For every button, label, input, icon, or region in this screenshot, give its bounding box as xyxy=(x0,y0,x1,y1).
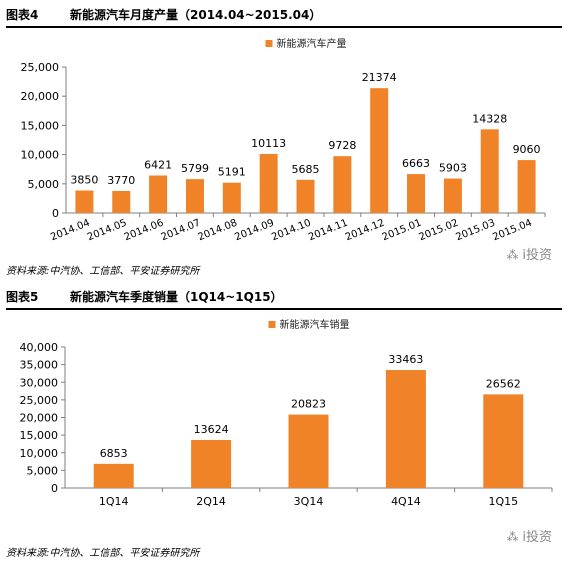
data-label: 6853 xyxy=(100,447,128,460)
y-tick-label: 25,000 xyxy=(20,394,59,407)
x-tick-label: 1Q15 xyxy=(488,495,518,508)
legend-swatch xyxy=(265,40,273,47)
x-tick-label: 2Q14 xyxy=(196,495,226,508)
x-tick-label: 3Q14 xyxy=(294,495,324,508)
x-tick-label: 2014.12 xyxy=(344,218,386,244)
x-tick-label: 2015.03 xyxy=(454,218,496,244)
x-tick-label: 2014.09 xyxy=(233,218,275,244)
x-tick-label: 1Q14 xyxy=(99,495,129,508)
data-label: 6421 xyxy=(144,159,172,172)
x-tick-label: 2014.05 xyxy=(86,218,128,244)
bar xyxy=(407,174,426,213)
x-tick-label: 2014.04 xyxy=(49,218,91,244)
y-tick-label: 15,000 xyxy=(21,119,60,132)
bar xyxy=(149,175,168,213)
watermark-text: i投资 xyxy=(522,530,552,545)
data-label: 33463 xyxy=(388,353,423,366)
x-tick-label: 2014.10 xyxy=(270,218,312,244)
x-tick-label: 2015.02 xyxy=(418,218,460,244)
watermark: ⁂ i投资 xyxy=(506,244,552,263)
data-label: 13624 xyxy=(194,423,229,436)
data-label: 5685 xyxy=(292,163,320,176)
x-tick-label: 2014.07 xyxy=(160,218,202,244)
bar xyxy=(93,463,134,488)
y-tick-label: 0 xyxy=(52,207,59,220)
watermark: ⁂ i投资 xyxy=(506,526,552,545)
y-tick-label: 40,000 xyxy=(20,341,59,354)
x-tick-label: 2015.04 xyxy=(491,218,533,244)
y-tick-label: 20,000 xyxy=(20,412,59,425)
data-label: 5799 xyxy=(181,162,209,175)
y-tick-label: 20,000 xyxy=(21,90,60,103)
chart-panel-quarterly: 图表5 新能源汽车季度销量（1Q14~1Q15） 新能源汽车销量 0 5,000 10… xyxy=(0,282,568,564)
bar xyxy=(112,190,131,213)
x-tick-label: 2015.01 xyxy=(381,218,423,244)
bar xyxy=(370,88,389,213)
bar xyxy=(333,156,352,213)
bar xyxy=(259,153,278,213)
y-tick-label: 25,000 xyxy=(21,61,60,74)
data-label: 10113 xyxy=(251,137,286,150)
bar xyxy=(296,179,315,213)
y-tick-label: 15,000 xyxy=(20,429,59,442)
data-label: 5191 xyxy=(218,166,246,179)
quarterly-sales-chart: 新能源汽车销量 0 5,000 10,000 15,000 20,000 25,000 30,… xyxy=(20,318,553,508)
x-tick-label: 2014.11 xyxy=(307,218,349,244)
bar xyxy=(483,394,524,488)
data-label: 5903 xyxy=(439,162,467,175)
y-tick-label: 5,000 xyxy=(27,464,59,477)
bar xyxy=(75,190,94,213)
bar xyxy=(385,370,426,488)
y-tick-label: 30,000 xyxy=(20,376,59,389)
data-label: 26562 xyxy=(486,377,521,390)
y-tick-label: 0 xyxy=(51,482,58,495)
y-tick-label: 5,000 xyxy=(28,178,60,191)
bar xyxy=(517,160,536,213)
x-tick-label: 4Q14 xyxy=(391,495,421,508)
monthly-production-chart: 新能源汽车产量 0 5,000 10,000 15,000 20,000 25,000 385… xyxy=(21,37,546,244)
data-label: 3850 xyxy=(70,174,98,187)
data-label: 9728 xyxy=(328,139,356,152)
figure-label: 图表4 xyxy=(6,8,39,22)
y-tick-label: 10,000 xyxy=(20,447,59,460)
source-note: 资料来源:中汽协、工信部、平安证券研究所 xyxy=(6,266,200,277)
bar xyxy=(185,179,204,213)
y-tick-label: 35,000 xyxy=(20,359,59,372)
bar xyxy=(288,414,329,488)
legend-swatch xyxy=(268,321,276,328)
source-note: 资料来源:中汽协、工信部、平安证券研究所 xyxy=(6,548,200,559)
data-label: 21374 xyxy=(362,71,397,84)
chart-header: 图表4 新能源汽车月度产量（2014.04~2015.04） xyxy=(6,4,562,28)
bar xyxy=(222,182,241,213)
bar xyxy=(191,439,232,488)
x-tick-label: 2014.08 xyxy=(196,218,238,244)
data-label: 20823 xyxy=(291,398,326,411)
chart-header: 图表5 新能源汽车季度销量（1Q14~1Q15） xyxy=(6,286,562,310)
bar xyxy=(443,178,462,213)
legend-label: 新能源汽车产量 xyxy=(277,37,347,50)
bar xyxy=(480,129,499,213)
y-tick-label: 10,000 xyxy=(21,149,60,162)
legend-label: 新能源汽车销量 xyxy=(280,318,350,331)
wechat-icon: ⁂ xyxy=(506,248,519,262)
chart-title: 新能源汽车季度销量（1Q14~1Q15） xyxy=(70,290,283,304)
x-tick-label: 2014.06 xyxy=(123,218,165,244)
data-label: 9060 xyxy=(513,143,541,156)
figure-label: 图表5 xyxy=(6,290,39,304)
data-label: 6663 xyxy=(402,157,430,170)
watermark-text: i投资 xyxy=(522,248,552,263)
chart-title: 新能源汽车月度产量（2014.04~2015.04） xyxy=(70,8,322,22)
wechat-icon: ⁂ xyxy=(506,530,519,544)
data-label: 3770 xyxy=(107,174,135,187)
data-label: 14328 xyxy=(472,112,507,125)
chart-panel-monthly: 图表4 新能源汽车月度产量（2014.04~2015.04） 新能源汽车产量 0 5… xyxy=(6,4,562,277)
